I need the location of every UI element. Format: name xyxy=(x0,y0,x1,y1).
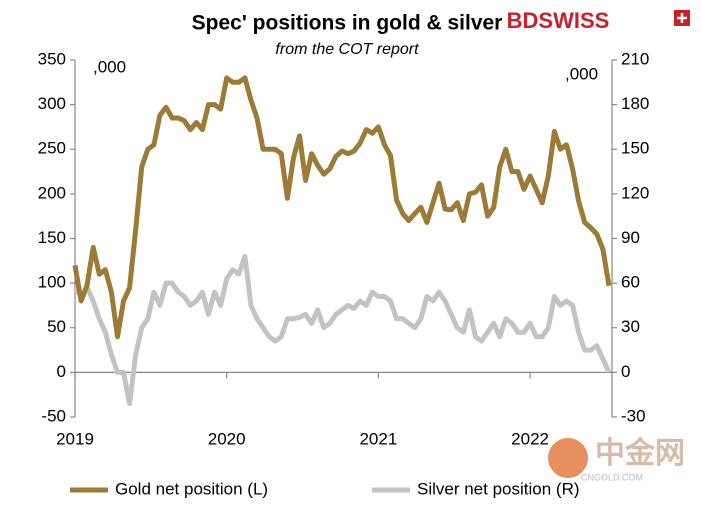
y2-tick-label: 30 xyxy=(621,317,640,336)
y-tick-label: 250 xyxy=(38,139,66,158)
series-line xyxy=(72,253,612,407)
y-tick-label: 150 xyxy=(38,228,66,247)
y2-tick-label: 90 xyxy=(621,228,640,247)
logo-cross xyxy=(677,13,687,23)
y-tick-label: 200 xyxy=(38,183,66,202)
legend-label: Gold net position (L) xyxy=(115,479,268,498)
x-tick-label: 2020 xyxy=(208,429,246,448)
y-tick-label: 50 xyxy=(47,317,66,336)
x-tick-label: 2022 xyxy=(511,429,549,448)
y-tick-label: 100 xyxy=(38,273,66,292)
x-tick-label: 2019 xyxy=(56,429,94,448)
y2-tick-label: 150 xyxy=(621,139,649,158)
watermark-sub: CNGOLD.COM xyxy=(581,472,643,482)
watermark: 中金网 xyxy=(595,436,685,470)
series-line xyxy=(72,75,612,340)
y-tick-label: 350 xyxy=(38,49,66,68)
legend-label: Silver net position (R) xyxy=(417,479,580,498)
logo: BDSWISS xyxy=(507,8,610,33)
x-tick-label: 2021 xyxy=(359,429,397,448)
watermark-icon xyxy=(548,438,588,478)
y-tick-label: -50 xyxy=(41,406,66,425)
y-tick-label: 300 xyxy=(38,94,66,113)
y2-tick-label: 120 xyxy=(621,183,649,202)
y-tick-label: 0 xyxy=(57,362,66,381)
y2-tick-label: 210 xyxy=(621,49,649,68)
y2-tick-label: 180 xyxy=(621,94,649,113)
chart-title: Spec' positions in gold & silver xyxy=(192,12,503,35)
y2-tick-label: 0 xyxy=(621,362,630,381)
unit-note: ,000 xyxy=(93,57,126,76)
y2-tick-label: 60 xyxy=(621,273,640,292)
unit-note: ,000 xyxy=(565,64,598,83)
y2-tick-label: -30 xyxy=(621,406,646,425)
chart-subtitle: from the COT report xyxy=(275,41,419,58)
